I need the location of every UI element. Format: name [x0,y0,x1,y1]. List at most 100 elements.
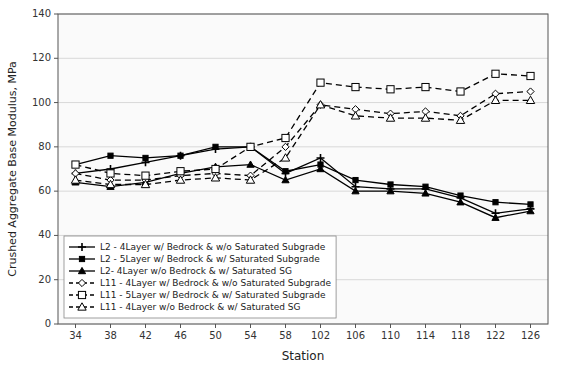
point [317,101,324,108]
point [71,176,79,183]
point [387,188,394,194]
tick-mark [495,324,496,328]
legend-marker [79,256,84,261]
point [388,182,393,187]
tick-label: 80 [38,141,51,152]
tick-label: 140 [32,8,51,19]
tick-mark [75,324,76,328]
tick-label: 60 [38,185,51,196]
tick-label: 118 [451,330,470,341]
point [143,155,148,160]
point [422,190,429,196]
tick-mark [54,235,58,236]
tick-mark [250,324,251,328]
legend-item: L11 - 4Layer w/o Bedrock & w/ Saturated … [69,302,300,312]
point [211,174,219,181]
point [316,101,324,108]
point [176,176,184,183]
point [528,202,533,207]
point [141,180,149,187]
tick-mark [54,191,58,192]
tick-label: 122 [486,330,505,341]
chart: 0204060801001201403438424650545810210611… [0,0,564,370]
tick-label: 20 [38,274,51,285]
point [212,145,220,153]
point [423,184,428,189]
point [386,114,394,121]
y-axis-label: Crushed Aggregate Base Modulus, MPa [6,61,19,277]
point [317,165,324,171]
legend-label: L2- 4Layer w/o Bedrock & w/ Saturated SG [100,266,292,276]
plot-frame [58,14,548,324]
series-group [71,70,534,220]
point [282,176,289,182]
legend-marker [78,267,85,273]
legend-label: L11 - 5Layer w/ Bedrock & w/ Saturated S… [100,290,326,300]
tick-mark [54,102,58,103]
point [282,134,289,141]
line [76,147,531,213]
point [72,161,79,168]
point [178,153,183,158]
point [282,143,289,150]
point [492,70,499,77]
point [281,154,289,161]
legend-item: L2- 4Layer w/o Bedrock & w/ Saturated SG [69,266,292,276]
point [177,152,185,160]
point [422,83,429,90]
grid-line [58,58,548,59]
plot-area [58,14,548,324]
tick-label: 34 [69,330,82,341]
tick-mark [54,324,58,325]
tick-label: 100 [32,97,51,108]
line [76,74,531,176]
legend-marker [78,291,85,298]
tick-label: 120 [32,52,51,63]
point [248,144,253,149]
tick-mark [285,324,286,328]
legend: L2 - 4Layer w/ Bedrock & w/o Saturated S… [64,236,336,318]
x-axis: 34384246505458102106110114118122126 [69,324,540,341]
tick-label: 38 [104,330,117,341]
point [493,200,498,205]
tick-label: 0 [45,318,51,329]
tick-label: 106 [346,330,365,341]
legend-item: L2 - 5Layer w/ Bedrock & w/ Saturated Su… [69,254,320,264]
tick-mark [425,324,426,328]
point [106,180,114,187]
point [352,188,359,194]
y-axis: 0 20 40 60 80 100 120 140 [32,8,548,329]
tick-label: 102 [311,330,330,341]
tick-label: 42 [139,330,152,341]
legend-marker [78,279,85,286]
legend-label: L11 - 4Layer w/ Bedrock & w/o Saturated … [100,278,332,288]
tick-label: 40 [38,229,51,240]
point [491,96,499,103]
point [457,199,464,205]
tick-mark [54,146,58,147]
tick-mark [180,324,181,328]
tick-label: 54 [244,330,257,341]
point [526,96,534,103]
tick-mark [54,58,58,59]
point [527,72,534,79]
tick-mark [460,324,461,328]
tick-label: 110 [381,330,400,341]
legend-label: L11 - 4Layer w/o Bedrock & w/ Saturated … [100,302,300,312]
tick-label: 58 [279,330,292,341]
point [283,169,288,174]
point [492,214,499,220]
legend-marker [78,243,86,251]
point [317,79,324,86]
legend-item: L11 - 4Layer w/ Bedrock & w/o Saturated … [69,278,332,288]
point [421,114,429,121]
series [73,144,533,207]
grid-line [58,191,548,192]
point [142,172,149,179]
point [73,162,78,167]
grid-line [58,102,548,103]
point [177,168,184,175]
tick-mark [355,324,356,328]
tick-mark [54,279,58,280]
tick-label: 50 [209,330,222,341]
